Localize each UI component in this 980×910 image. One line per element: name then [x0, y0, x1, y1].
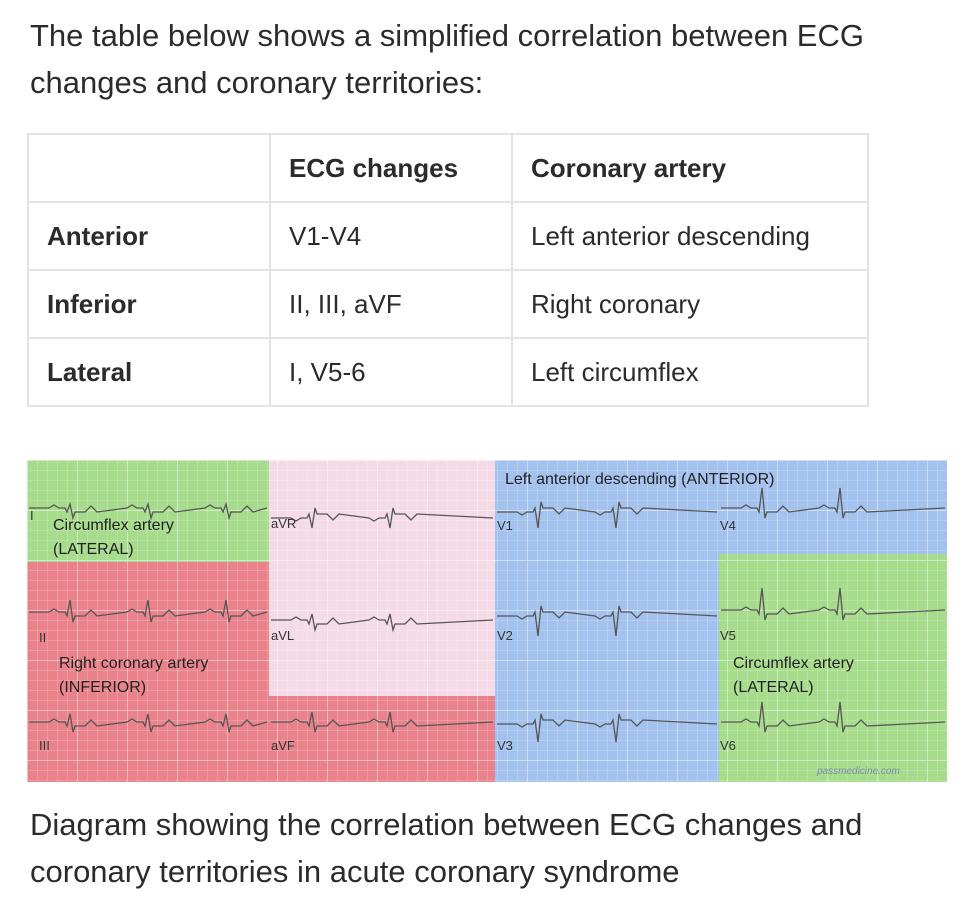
table-row: Anterior V1-V4 Left anterior descending [27, 201, 869, 271]
zone-label-inferior-1: Right coronary artery [59, 655, 208, 672]
lead-label-avf: aVF [271, 738, 295, 753]
table-header-artery: Coronary artery [511, 133, 869, 203]
table-header-row: ECG changes Coronary artery [27, 133, 869, 203]
ecg-trace [721, 587, 946, 621]
ecg-trace [721, 701, 946, 733]
ecg-cell: V1-V4 [269, 201, 513, 271]
territory-cell: Lateral [27, 337, 271, 407]
lead-label-v2: V2 [497, 628, 513, 643]
ecg-cell: I, V5-6 [269, 337, 513, 407]
territory-cell: Anterior [27, 201, 271, 271]
ecg-trace [497, 605, 718, 637]
lead-label-v5: V5 [720, 628, 736, 643]
lead-label-v4: V4 [720, 518, 736, 533]
ecg-cell: II, III, aVF [269, 269, 513, 339]
territory-cell: Inferior [27, 269, 271, 339]
artery-cell: Left circumflex [511, 337, 869, 407]
zone-label-lateral-right-1: Circumflex artery [733, 655, 854, 672]
table-row: Lateral I, V5-6 Left circumflex [27, 337, 869, 407]
lead-label-ii: II [39, 630, 46, 645]
ecg-trace [29, 599, 268, 623]
artery-cell: Left anterior descending [511, 201, 869, 271]
ecg-trace [271, 613, 494, 633]
zone-label-inferior-2: (INFERIOR) [59, 679, 146, 696]
ecg-diagram-svg: I II III aVR aVL aVF V1 V2 V3 V4 V5 V6 C… [27, 460, 947, 782]
zone-label-lateral-top-2: (LATERAL) [53, 541, 134, 558]
ecg-trace [497, 713, 718, 743]
table-header-ecg: ECG changes [269, 133, 513, 203]
watermark-text: passmedicine.com [816, 766, 900, 777]
table-row: Inferior II, III, aVF Right coronary [27, 269, 869, 339]
zone-label-lateral-right-2: (LATERAL) [733, 679, 814, 696]
ecg-trace [29, 501, 268, 521]
lead-label-v6: V6 [720, 738, 736, 753]
artery-cell: Right coronary [511, 269, 869, 339]
zone-label-lateral-top-1: Circumflex artery [53, 517, 174, 534]
ecg-trace [271, 711, 494, 733]
ecg-trace [497, 501, 718, 529]
ecg-trace [29, 713, 268, 733]
table-header-empty [27, 133, 271, 203]
intro-text: The table below shows a simplified corre… [30, 18, 864, 100]
zone-label-anterior: Left anterior descending (ANTERIOR) [505, 471, 774, 488]
lead-label-iii: III [39, 738, 50, 753]
ecg-trace [271, 507, 494, 529]
lead-label-i: I [30, 508, 34, 523]
lead-label-avr: aVR [271, 516, 296, 531]
ecg-traces [29, 487, 946, 743]
lead-label-v1: V1 [497, 518, 513, 533]
lead-label-v3: V3 [497, 738, 513, 753]
lead-label-avl: aVL [271, 628, 294, 643]
ecg-trace [721, 487, 946, 519]
ecg-territory-diagram: I II III aVR aVL aVF V1 V2 V3 V4 V5 V6 C… [27, 460, 947, 782]
figure-caption: Diagram showing the correlation between … [30, 807, 863, 889]
territory-table: ECG changes Coronary artery Anterior V1-… [27, 133, 869, 407]
